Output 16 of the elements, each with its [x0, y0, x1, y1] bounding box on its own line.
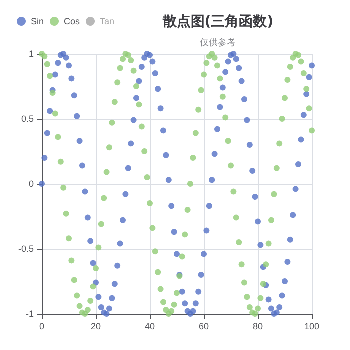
y-tick-label: 0.5: [21, 114, 34, 124]
legend-label: Sin: [31, 16, 44, 26]
y-tick-label: -1: [26, 309, 34, 319]
chart-title: 散点图(三角函数): [162, 14, 274, 30]
y-tick-label: 0: [28, 179, 34, 189]
x-tick-label: 80: [252, 322, 264, 332]
x-tick-label: 40: [144, 322, 156, 332]
x-tick-label: 60: [198, 322, 210, 332]
legend-label: Tan: [100, 16, 115, 26]
chart-subtitle: 仅供参考: [200, 38, 236, 48]
x-tick-label: 0: [39, 322, 45, 332]
y-tick-label: -0.5: [18, 244, 34, 254]
x-tick-label: 20: [90, 322, 102, 332]
y-tick-label: 1: [28, 49, 34, 59]
x-tick-label: 100: [304, 322, 320, 332]
legend-label: Cos: [64, 16, 81, 26]
